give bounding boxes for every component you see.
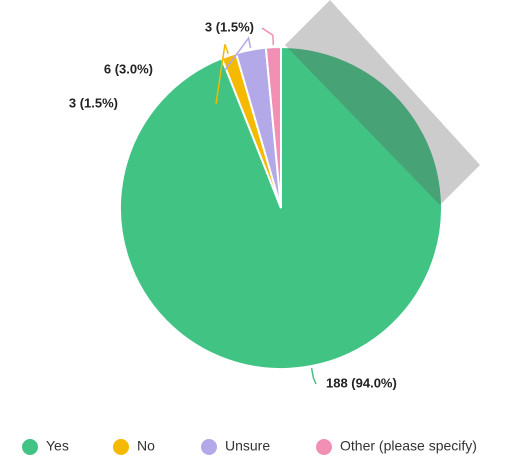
legend-label: Unsure	[225, 438, 270, 454]
pie	[119, 45, 443, 370]
data-label: 188 (94.0%)	[326, 375, 397, 390]
pie-slice	[264, 45, 282, 209]
data-labels: 188 (94.0%) 3 (1.5%) 6 (3.0%) 3 (1.5%)	[69, 19, 397, 390]
legend-label: No	[137, 438, 155, 454]
leader-line	[261, 27, 275, 46]
legend: Yes No Unsure Other (please specify)	[22, 438, 477, 455]
data-label: 3 (1.5%)	[69, 95, 118, 110]
legend-label: Yes	[46, 438, 69, 454]
leader-line	[215, 44, 229, 105]
leader-line	[310, 367, 317, 385]
data-label: 3 (1.5%)	[205, 19, 254, 34]
legend-swatch	[201, 439, 217, 455]
legend-swatch	[316, 439, 332, 455]
leader-line	[224, 36, 252, 71]
legend-label: Other (please specify)	[340, 438, 477, 454]
legend-swatch	[113, 439, 129, 455]
watermark	[285, 0, 480, 205]
legend-swatch	[22, 439, 38, 455]
data-label: 6 (3.0%)	[104, 61, 153, 76]
